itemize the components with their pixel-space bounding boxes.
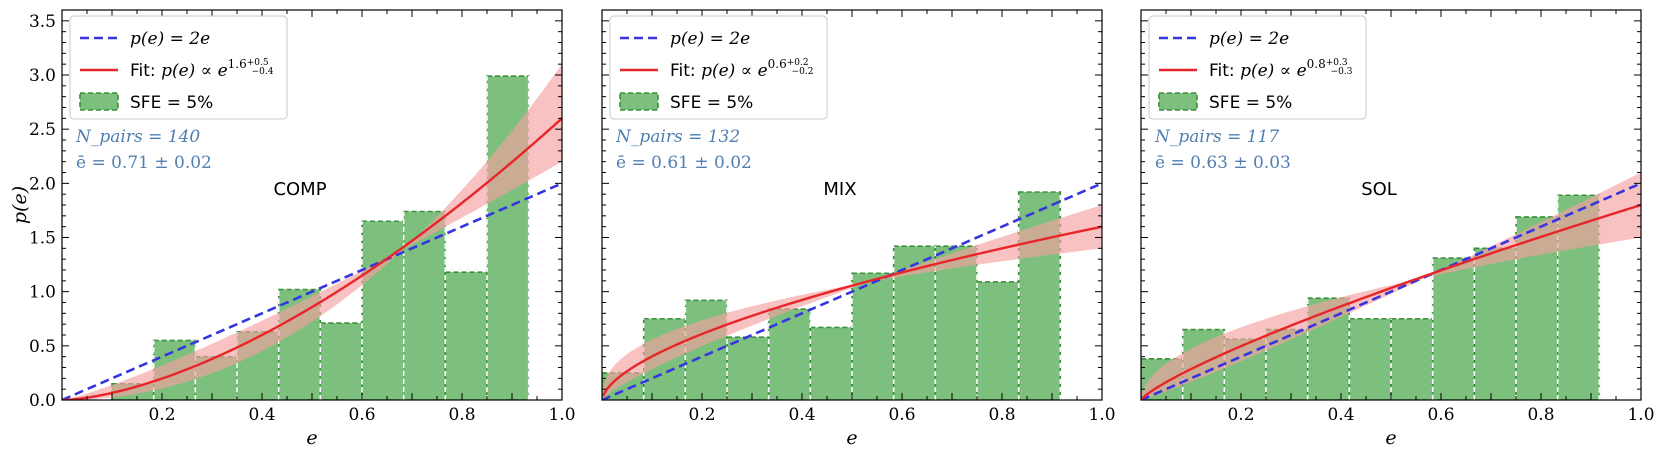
- hist-bar: [402, 210, 447, 400]
- stat-mean-e: ē = 0.63 ± 0.03: [1155, 153, 1291, 173]
- hist-bar: [726, 336, 770, 400]
- x-tick-label: 0.8: [988, 405, 1015, 425]
- y-tick-label: 0.5: [29, 337, 56, 357]
- model-line: [62, 182, 562, 400]
- x-tick-label: 0.4: [788, 405, 815, 425]
- hist-bar: [361, 220, 405, 400]
- stat-n-pairs: N_pairs = 132: [615, 127, 740, 147]
- y-tick-label: 2.5: [29, 120, 56, 140]
- model-line: [602, 182, 1102, 400]
- y-tick-label: 3.0: [29, 66, 56, 86]
- legend-fit-prefix: Fit:: [130, 61, 161, 81]
- fit-line: [1141, 203, 1641, 400]
- legend-model-label: p(e) = 2e: [670, 29, 750, 49]
- legend-box: [69, 15, 288, 120]
- legend-fit-err-up: +0.5: [247, 58, 269, 68]
- fit-line: [602, 225, 1102, 397]
- legend-hist-swatch: [1158, 92, 1198, 111]
- x-tick-label: 1.0: [548, 405, 575, 425]
- legend-hist-swatch: [619, 92, 659, 111]
- hist-bar: [444, 271, 488, 400]
- x-tick-label: 0.8: [1527, 405, 1554, 425]
- x-tick-label: 0.8: [448, 405, 475, 425]
- legend-hist-swatch: [79, 92, 119, 111]
- hist-bar: [319, 322, 363, 400]
- x-tick-label: 0.6: [348, 405, 375, 425]
- panel-label: COMP: [273, 179, 326, 200]
- y-tick-label: 0.0: [29, 391, 56, 411]
- x-axis-title: e: [846, 427, 857, 449]
- x-tick-label: 0.4: [1327, 405, 1354, 425]
- x-tick-label: 0.6: [1427, 405, 1454, 425]
- y-tick-label: 3.5: [29, 12, 56, 32]
- hist-bar: [1390, 317, 1434, 400]
- stat-n-pairs: N_pairs = 140: [75, 127, 200, 147]
- legend-hist-label: SFE = 5%: [130, 93, 213, 113]
- fit-line: [62, 117, 562, 400]
- plot-area: [62, 64, 562, 400]
- hist-bar: [767, 308, 812, 400]
- legend-fit-label: Fit: p(e) ∝ e1.6+0.5 −0.4: [130, 57, 274, 81]
- legend-fit-math: p(e) ∝ e: [161, 61, 228, 81]
- panel-comp: 0.2 0.4 0.6 0.8 1.0 0.0 0.5 1.0 1.5 2.0 2.5 3.0 3.5 e…: [9, 9, 576, 449]
- fit-band: [1142, 172, 1641, 400]
- legend-fit-math: p(e) ∝ e: [701, 61, 768, 81]
- x-tick-label: 0.2: [688, 405, 715, 425]
- x-tick-label: 1.0: [1627, 405, 1654, 425]
- x-tick-label: 0.4: [248, 405, 275, 425]
- legend-hist-label: SFE = 5%: [1209, 93, 1292, 113]
- stat-mean-e: ē = 0.61 ± 0.02: [616, 153, 752, 173]
- hist-bar: [851, 272, 895, 400]
- hist-bar: [1431, 257, 1476, 400]
- legend-fit-exponent: 0.8: [1307, 57, 1326, 71]
- legend-model-label: p(e) = 2e: [1209, 29, 1289, 49]
- legend-box: [609, 15, 828, 120]
- hist-bar: [1473, 247, 1517, 400]
- legend-fit-err-down: −0.4: [252, 67, 274, 77]
- y-axis-title: p(e): [9, 186, 31, 224]
- hist-bar: [976, 281, 1020, 400]
- legend-fit-label: Fit: p(e) ∝ e0.6+0.2 −0.2: [670, 57, 813, 81]
- x-axis-title: e: [1385, 427, 1396, 449]
- hist-bar: [809, 326, 853, 400]
- plot-area: [1141, 172, 1641, 400]
- legend-fit-exponent: 0.6: [768, 57, 787, 71]
- legend-fit-prefix: Fit:: [1209, 61, 1240, 81]
- y-tick-label: 2.0: [29, 174, 56, 194]
- x-tick-label: 0.2: [148, 405, 175, 425]
- y-tick-label: 1.0: [29, 283, 56, 303]
- legend-fit-err-up: +0.3: [1326, 58, 1348, 68]
- legend-fit-exponent: 1.6: [228, 57, 247, 71]
- x-tick-label: 1.0: [1088, 405, 1115, 425]
- legend-fit-math: p(e) ∝ e: [1240, 61, 1307, 81]
- legend-model-label: p(e) = 2e: [130, 29, 210, 49]
- x-axis-title: e: [306, 427, 317, 449]
- panel-label: MIX: [823, 179, 856, 200]
- x-tick-label: 0.6: [888, 405, 915, 425]
- legend-fit-err-up: +0.2: [787, 58, 809, 68]
- stat-n-pairs: N_pairs = 117: [1154, 127, 1279, 147]
- plot-area: [602, 182, 1102, 400]
- hist-bar: [1348, 317, 1392, 400]
- legend-box: [1148, 15, 1367, 120]
- legend-fit-err-down: −0.2: [792, 67, 814, 77]
- legend-fit-prefix: Fit:: [670, 61, 701, 81]
- legend-hist-label: SFE = 5%: [670, 93, 753, 113]
- legend-fit-err-down: −0.3: [1331, 67, 1353, 77]
- x-tick-label: 0.2: [1227, 405, 1254, 425]
- legend-fit-label: Fit: p(e) ∝ e0.8+0.3 −0.3: [1209, 57, 1353, 81]
- model-line: [1141, 182, 1641, 400]
- y-tick-label: 1.5: [29, 229, 56, 249]
- stat-mean-e: ē = 0.71 ± 0.02: [76, 153, 212, 173]
- panel-label: SOL: [1361, 179, 1397, 200]
